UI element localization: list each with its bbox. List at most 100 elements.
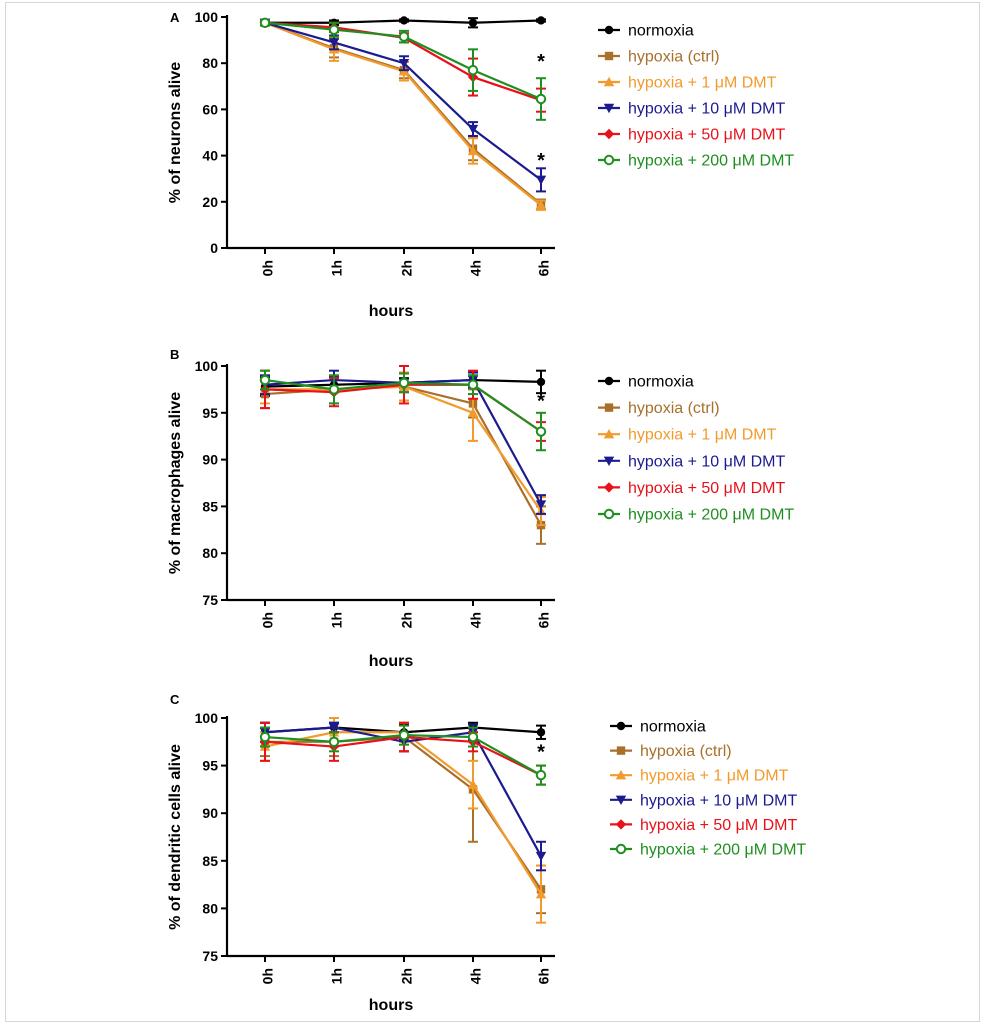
significance-star: * — [537, 150, 545, 172]
legend-item: hypoxia + 10 μM DMT — [598, 453, 786, 470]
data-point — [467, 379, 479, 390]
legend-label: normoxia — [628, 23, 694, 40]
legend-label: hypoxia + 50 μM DMT — [628, 480, 786, 497]
data-point — [535, 888, 547, 899]
legend-label: hypoxia + 50 μM DMT — [628, 127, 786, 144]
legend-marker — [603, 429, 615, 439]
legend-item: hypoxia + 50 μM DMT — [610, 817, 798, 834]
x-axis-title: hours — [369, 303, 414, 320]
series-2 — [259, 17, 547, 211]
data-point — [398, 729, 410, 741]
data-point — [328, 384, 340, 395]
legend-label: hypoxia + 50 μM DMT — [640, 817, 798, 834]
data-point — [399, 16, 409, 25]
legend-item: hypoxia + 1 μM DMT — [610, 768, 789, 785]
legend-label: hypoxia + 10 μM DMT — [628, 101, 786, 118]
data-point — [467, 731, 479, 743]
y-tick-label: 95 — [202, 405, 218, 421]
x-tick-label: 6h — [536, 260, 552, 276]
y-tick-label: 80 — [202, 55, 218, 71]
legend-marker — [603, 482, 615, 493]
data-point — [259, 17, 271, 28]
x-tick-label: 4h — [468, 968, 484, 984]
data-point — [468, 18, 478, 27]
chart-panel-c: C 75 80 85 90 95 100 0h 1h 2h 4h 6h hours % of dendri… — [167, 692, 806, 1014]
data-point — [535, 93, 547, 105]
x-tick-label: 0h — [260, 260, 276, 276]
x-tick-label: 2h — [399, 968, 415, 984]
legend-item: normoxia — [610, 719, 706, 736]
data-point — [536, 377, 546, 387]
legend-label: hypoxia + 200 μM DMT — [640, 842, 806, 859]
series-line — [264, 21, 542, 181]
legend-marker — [615, 819, 627, 830]
data-point — [535, 200, 547, 210]
legend-label: normoxia — [640, 719, 706, 736]
significance-star: * — [537, 51, 545, 73]
y-tick-label: 90 — [202, 805, 218, 821]
data-point — [535, 769, 547, 781]
y-tick-label: 40 — [202, 148, 218, 164]
y-tick-label: 0 — [210, 240, 218, 256]
legend: normoxia hypoxia (ctrl) hypoxia + 1 μM DMT… — [598, 374, 794, 524]
legend-marker — [616, 746, 626, 755]
y-tick-label: 100 — [195, 9, 219, 25]
legend-item: hypoxia + 10 μM DMT — [610, 792, 798, 809]
legend-item: hypoxia + 200 μM DMT — [598, 153, 794, 170]
legend: normoxia hypoxia (ctrl) hypoxia + 1 μM DMT… — [610, 719, 806, 859]
data-point — [535, 851, 547, 862]
legend-marker — [615, 770, 627, 780]
legend-item: hypoxia + 50 μM DMT — [598, 480, 786, 497]
x-tick-label: 0h — [260, 612, 276, 628]
data-point — [467, 145, 479, 156]
data-point — [535, 426, 547, 437]
x-tick-label: 6h — [536, 612, 552, 628]
series-line — [264, 731, 542, 895]
figure-frame — [5, 2, 980, 1022]
legend-marker — [603, 128, 615, 140]
y-tick-label: 75 — [202, 592, 218, 608]
series-3 — [259, 18, 547, 193]
legend-marker — [603, 154, 615, 166]
legend-marker — [604, 51, 614, 61]
data-point — [398, 59, 410, 69]
legend-marker — [616, 721, 626, 731]
y-tick-label: 75 — [202, 948, 218, 964]
legend-marker — [604, 25, 614, 35]
legend-label: hypoxia + 10 μM DMT — [628, 453, 786, 470]
data-point — [259, 731, 271, 743]
data-point — [467, 64, 479, 76]
series-5 — [259, 369, 547, 452]
data-point — [328, 723, 340, 733]
x-tick-label: 1h — [329, 260, 345, 276]
data-point — [259, 374, 271, 386]
legend-marker — [603, 76, 615, 87]
legend-label: hypoxia + 1 μM DMT — [628, 427, 777, 444]
series-5 — [259, 17, 547, 121]
x-tick-label: 1h — [329, 968, 345, 984]
y-tick-label: 100 — [195, 710, 219, 726]
legend-label: hypoxia + 10 μM DMT — [640, 792, 798, 809]
x-tick-label: 1h — [329, 612, 345, 628]
legend-marker — [603, 508, 615, 520]
panel-letter: B — [170, 347, 179, 362]
legend-marker — [603, 103, 615, 114]
panel-letter: A — [170, 10, 180, 25]
y-tick-label: 85 — [202, 853, 218, 869]
y-axis-title: % of neurons alive — [167, 62, 184, 203]
legend-item: hypoxia + 200 μM DMT — [598, 507, 794, 524]
legend-label: normoxia — [628, 374, 694, 391]
legend-item: hypoxia + 10 μM DMT — [598, 101, 786, 118]
legend-marker — [604, 376, 614, 386]
y-tick-label: 60 — [202, 101, 218, 117]
y-tick-label: 80 — [202, 545, 218, 561]
legend-label: hypoxia + 200 μM DMT — [628, 507, 794, 524]
legend-label: hypoxia + 1 μM DMT — [628, 75, 777, 92]
legend-label: hypoxia + 200 μM DMT — [628, 153, 794, 170]
legend-item: normoxia — [598, 374, 694, 391]
series-line — [264, 21, 542, 207]
data-point — [328, 24, 340, 35]
series-line — [265, 735, 542, 890]
panel-letter: C — [170, 692, 180, 707]
